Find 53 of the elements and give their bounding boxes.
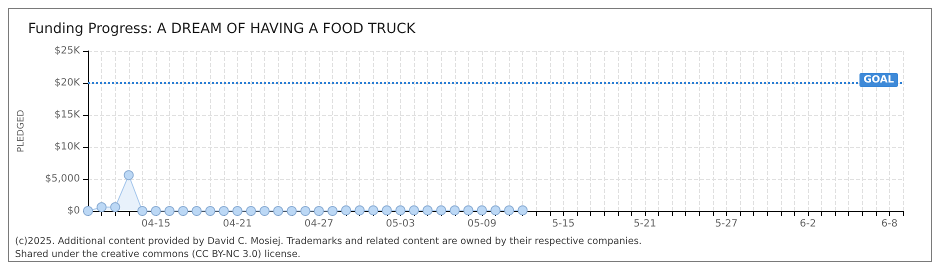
point bbox=[436, 205, 446, 216]
y-tick-label: $20K bbox=[54, 78, 80, 88]
x-tick-label: 5-15 bbox=[552, 218, 575, 230]
point bbox=[192, 206, 202, 216]
x-tick-label: 6-8 bbox=[881, 218, 898, 230]
y-axis-title: PLEDGED bbox=[16, 110, 26, 152]
x-tick-label: 5-21 bbox=[634, 218, 656, 230]
x-tick-label: 04-21 bbox=[222, 218, 252, 230]
point bbox=[205, 206, 216, 216]
point bbox=[110, 202, 120, 212]
text: Shared under the creative commons (CC BY-NC 3.0) license. bbox=[15, 248, 302, 261]
point bbox=[354, 205, 365, 216]
point bbox=[450, 205, 460, 216]
point bbox=[96, 202, 107, 212]
point bbox=[273, 206, 284, 216]
x-tick-label: 05-09 bbox=[467, 218, 496, 230]
point bbox=[518, 205, 528, 216]
y-tick-label: $10K bbox=[54, 142, 80, 152]
point bbox=[164, 206, 174, 216]
ref-line-label: GOAL bbox=[863, 74, 895, 86]
x-tick-label: 6-2 bbox=[800, 218, 816, 230]
point bbox=[382, 205, 392, 216]
point bbox=[300, 206, 310, 216]
point bbox=[409, 205, 419, 216]
y-tick-label: $15K bbox=[54, 110, 80, 120]
point bbox=[260, 206, 270, 216]
x-tick-label: 5-27 bbox=[715, 218, 738, 230]
point bbox=[150, 206, 161, 216]
point bbox=[232, 206, 242, 216]
y-tick-label: $0 bbox=[67, 206, 80, 216]
y-tick-label: $5,000 bbox=[45, 174, 80, 184]
point bbox=[328, 206, 338, 216]
point bbox=[490, 205, 500, 216]
point bbox=[314, 206, 324, 216]
point bbox=[218, 206, 229, 216]
point bbox=[341, 205, 352, 216]
point bbox=[463, 205, 474, 216]
y-tick-label: $25K bbox=[54, 46, 80, 56]
chart-title: Funding Progress: A DREAM OF HAVING A FOOD TRUCK bbox=[28, 21, 416, 37]
x-tick-label: 05-03 bbox=[386, 218, 415, 230]
point bbox=[476, 205, 487, 216]
point bbox=[286, 206, 297, 216]
point bbox=[124, 170, 134, 180]
x-tick-label: 04-15 bbox=[141, 218, 170, 230]
text: (c)2025. Additional content provided by David C. Mosiej. Trademarks and related content are owned by their respective companies. bbox=[15, 235, 642, 248]
point bbox=[246, 206, 256, 216]
point bbox=[395, 205, 406, 216]
point bbox=[137, 206, 148, 216]
point bbox=[504, 205, 514, 216]
point bbox=[368, 205, 378, 216]
point bbox=[422, 205, 433, 216]
point bbox=[178, 206, 188, 216]
x-tick-label: 04-27 bbox=[304, 218, 334, 230]
